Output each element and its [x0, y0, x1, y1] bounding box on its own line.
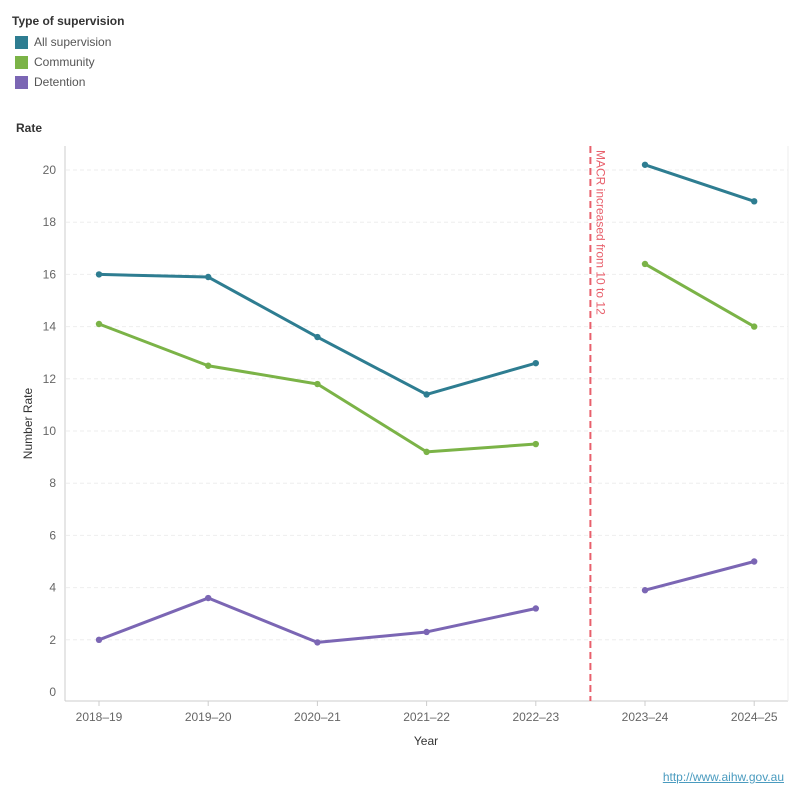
series-line-1-segment-1: [643, 262, 756, 329]
x-tick-label-2: 2020–21: [294, 710, 341, 724]
data-point-2-1: [205, 594, 212, 602]
data-point-2-2: [314, 639, 321, 646]
aihw-link[interactable]: http://www.aihw.gov.au: [662, 770, 784, 784]
y-tick-label-8: 8: [49, 476, 56, 490]
data-point-0-3: [423, 391, 430, 398]
y-tick-label-20: 20: [43, 163, 57, 177]
legend-swatch-all-supervision: [15, 35, 28, 49]
legend-swatch-community: [15, 55, 28, 69]
data-point-2-5: [641, 587, 649, 594]
legend-title: Type of supervision: [12, 14, 125, 28]
data-point-0-0: [95, 271, 103, 278]
x-axis-title: Year: [414, 734, 438, 748]
x-tick-label-3: 2021–22: [403, 710, 450, 724]
legend-item-community[interactable]: Community: [12, 52, 124, 72]
data-point-0-6: [751, 198, 758, 205]
series-line-2-segment-1: [643, 560, 756, 592]
x-tick-label-0: 2018–19: [76, 710, 123, 724]
y-tick-label-14: 14: [43, 320, 57, 334]
legend-item-all-supervision[interactable]: All supervision: [12, 32, 124, 52]
y-tick-label-12: 12: [43, 372, 57, 386]
macr-annotation-label: MACR increased from 10 to 12: [593, 150, 607, 315]
y-tick-label-16: 16: [43, 267, 57, 281]
data-point-0-5: [641, 161, 649, 168]
data-point-0-4: [532, 359, 539, 367]
y-tick-label-6: 6: [49, 528, 56, 542]
series-line-0-segment-1: [643, 163, 756, 203]
legend-label-detention: Detention: [34, 75, 86, 89]
y-axis-title: Number Rate: [21, 388, 35, 460]
data-point-2-6: [751, 558, 758, 565]
data-point-1-2: [314, 380, 321, 388]
x-tick-label-1: 2019–20: [185, 710, 232, 724]
y-tick-label-18: 18: [43, 215, 57, 229]
legend-item-detention[interactable]: Detention: [12, 72, 124, 92]
data-point-1-5: [641, 260, 649, 268]
data-point-1-1: [205, 362, 212, 369]
data-point-2-3: [423, 628, 430, 636]
x-tick-label-6: 2024–25: [731, 710, 778, 724]
x-tick-label-5: 2023–24: [622, 710, 669, 724]
data-point-1-6: [751, 323, 758, 330]
legend: Type of supervision All supervision Comm…: [12, 14, 124, 92]
data-point-2-0: [95, 636, 103, 643]
legend-label-all-supervision: All supervision: [34, 35, 112, 49]
data-point-1-0: [95, 320, 103, 328]
series-line-1-segment-0: [97, 322, 538, 454]
data-point-1-3: [423, 448, 430, 456]
series-line-2-segment-0: [97, 596, 538, 644]
data-point-0-2: [314, 333, 321, 341]
y-tick-label-4: 4: [49, 581, 56, 595]
data-point-2-4: [532, 605, 539, 612]
legend-swatch-detention: [15, 75, 28, 89]
x-tick-label-4: 2022–23: [512, 710, 559, 724]
y-tick-label-0: 0: [49, 685, 56, 699]
y-tick-label-2: 2: [49, 633, 56, 647]
data-point-1-4: [532, 440, 539, 448]
y-tick-label-10: 10: [43, 424, 57, 438]
panel-title: Rate: [16, 121, 43, 135]
data-point-0-1: [205, 273, 212, 281]
legend-label-community: Community: [34, 55, 95, 69]
